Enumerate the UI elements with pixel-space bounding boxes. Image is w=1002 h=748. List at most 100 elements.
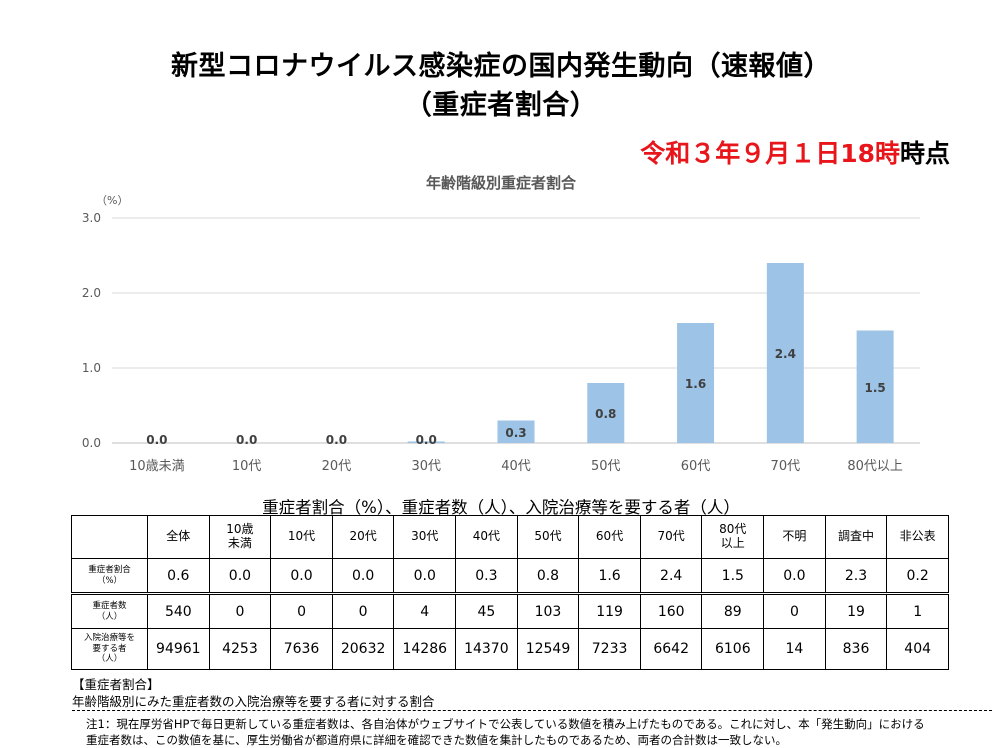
table-cell: 404	[886, 628, 949, 670]
row-label: 入院治療等を 要する者 （人）	[71, 628, 148, 670]
bar	[407, 441, 445, 443]
table-cell: 119	[578, 592, 641, 629]
table-cell: 14286	[393, 628, 457, 670]
table-cell: 2.4	[639, 558, 703, 594]
data-label: 2.4	[775, 347, 796, 361]
table-corner	[71, 515, 148, 559]
y-axis-unit: （%）	[96, 194, 128, 207]
data-label: 1.6	[685, 377, 706, 391]
table-cell: 12549	[516, 628, 580, 670]
x-tick-label: 10代	[232, 459, 262, 474]
table-cell: 4	[393, 592, 457, 629]
page-subtitle: （重症者割合）	[404, 90, 598, 121]
y-tick-label: 1.0	[82, 361, 101, 375]
column-header: 10歳 未満	[208, 515, 272, 559]
column-header: 70代	[639, 515, 703, 559]
bar	[497, 420, 535, 443]
column-header: 10代	[270, 515, 333, 559]
table-cell: 0	[208, 592, 272, 629]
table-row: 重症者数 （人） 540 0 0 0 4 45 103 119 160 89 0 19 1	[71, 592, 949, 629]
table-cell: 7233	[578, 628, 641, 670]
table-cell: 0.0	[208, 558, 272, 594]
data-label: 0.0	[236, 433, 257, 447]
table-cell: 0.0	[331, 558, 395, 594]
table-cell: 540	[147, 592, 210, 629]
table-cell: 1	[886, 592, 949, 629]
table-cell: 2.3	[824, 558, 888, 594]
footnote: 注1：現在厚労省HPで毎日更新している重症者数は、各自治体がウェブサイトで公表し…	[86, 716, 998, 748]
data-table: 全体 10歳 未満 10代 20代 30代 40代 50代 60代 70代 80代 以上 不明 調査中 非公…	[71, 515, 949, 670]
column-header: 非公表	[886, 515, 949, 559]
table-title: 重症者割合（%）、重症者数（人）、入院治療等を要する者（人）	[262, 498, 740, 517]
table-cell: 94961	[147, 628, 210, 670]
table-cell: 0.0	[393, 558, 457, 594]
x-tick-label: 50代	[591, 459, 621, 474]
table-cell: 14370	[455, 628, 518, 670]
data-label: 0.0	[146, 433, 167, 447]
row-label: 重症者数 （人）	[71, 592, 148, 629]
table-cell: 19	[824, 592, 888, 629]
table-cell: 160	[639, 592, 703, 629]
table-cell: 0.0	[763, 558, 826, 594]
footnote-line-2: 重症者数は、この数値を基に、厚生労働省が都道府県に詳細を確認できた数値を集計した…	[86, 733, 788, 747]
data-label: 0.3	[505, 426, 526, 440]
y-tick-label: 3.0	[82, 211, 101, 225]
table-cell: 0	[331, 592, 395, 629]
page-title: 新型コロナウイルス感染症の国内発生動向（速報値）	[171, 51, 831, 82]
table-cell: 89	[701, 592, 765, 629]
column-header: 80代 以上	[701, 515, 765, 559]
x-tick-label: 60代	[681, 459, 711, 474]
x-tick-label: 30代	[411, 459, 441, 474]
y-tick-label: 0.0	[82, 436, 101, 450]
x-tick-label: 40代	[501, 459, 531, 474]
column-header: 調査中	[824, 515, 888, 559]
chart-title: 年齢階級別重症者割合	[425, 174, 576, 192]
bar	[856, 330, 894, 443]
column-header: 50代	[516, 515, 580, 559]
x-tick-label: 70代	[771, 459, 801, 474]
table-cell: 0	[270, 592, 333, 629]
bar-chart: （%） 0.0 1.0 2.0 3.0 0.0 10歳未満 0.0 10代 0.0 20代 0.0 30…	[82, 194, 920, 474]
note-heading: 【重症者割合】	[72, 677, 160, 692]
bar	[766, 263, 804, 443]
table-cell: 14	[763, 628, 826, 670]
column-header: 20代	[331, 515, 395, 559]
table-cell: 1.6	[578, 558, 641, 594]
note-definition: 年齢階級別にみた重症者数の入院治療等を要する者に対する割合	[72, 694, 435, 709]
timestamp-suffix: 時点	[899, 139, 950, 168]
table-cell: 0.3	[455, 558, 518, 594]
table-cell: 6642	[639, 628, 703, 670]
column-header: 全体	[147, 515, 210, 559]
data-label: 1.5	[864, 381, 885, 395]
table-cell: 7636	[270, 628, 333, 670]
row-label: 重症者割合 （%）	[71, 558, 148, 594]
table-cell: 4253	[208, 628, 272, 670]
x-tick-label: 80代以上	[847, 459, 903, 474]
table-cell: 0	[763, 592, 826, 629]
table-cell: 836	[824, 628, 888, 670]
footnote-line-1: 注1：現在厚労省HPで毎日更新している重症者数は、各自治体がウェブサイトで公表し…	[86, 717, 925, 731]
data-label: 0.8	[595, 407, 616, 421]
table-cell: 0.2	[886, 558, 949, 594]
table-cell: 103	[516, 592, 580, 629]
column-header: 60代	[578, 515, 641, 559]
table-row: 重症者割合 （%） 0.6 0.0 0.0 0.0 0.0 0.3 0.8 1.6 2.4 1.5 0.…	[71, 558, 949, 594]
table-cell: 0.6	[147, 558, 210, 594]
data-label: 0.0	[416, 433, 437, 447]
y-tick-label: 2.0	[82, 286, 101, 300]
table-cell: 1.5	[701, 558, 765, 594]
table-cell: 6106	[701, 628, 765, 670]
bar	[677, 323, 715, 443]
data-label: 0.0	[326, 433, 347, 447]
divider	[72, 710, 992, 711]
table-cell: 45	[455, 592, 518, 629]
table-cell: 20632	[331, 628, 395, 670]
table-row: 入院治療等を 要する者 （人） 94961 4253 7636 20632 14286 1437…	[71, 628, 949, 670]
table-cell: 0.8	[516, 558, 580, 594]
table-cell: 0.0	[270, 558, 333, 594]
bar	[587, 383, 625, 443]
x-tick-label: 10歳未満	[129, 459, 185, 474]
x-tick-label: 20代	[322, 459, 352, 474]
column-header: 30代	[393, 515, 457, 559]
timestamp-date: 令和３年９月１日18時	[640, 139, 900, 168]
